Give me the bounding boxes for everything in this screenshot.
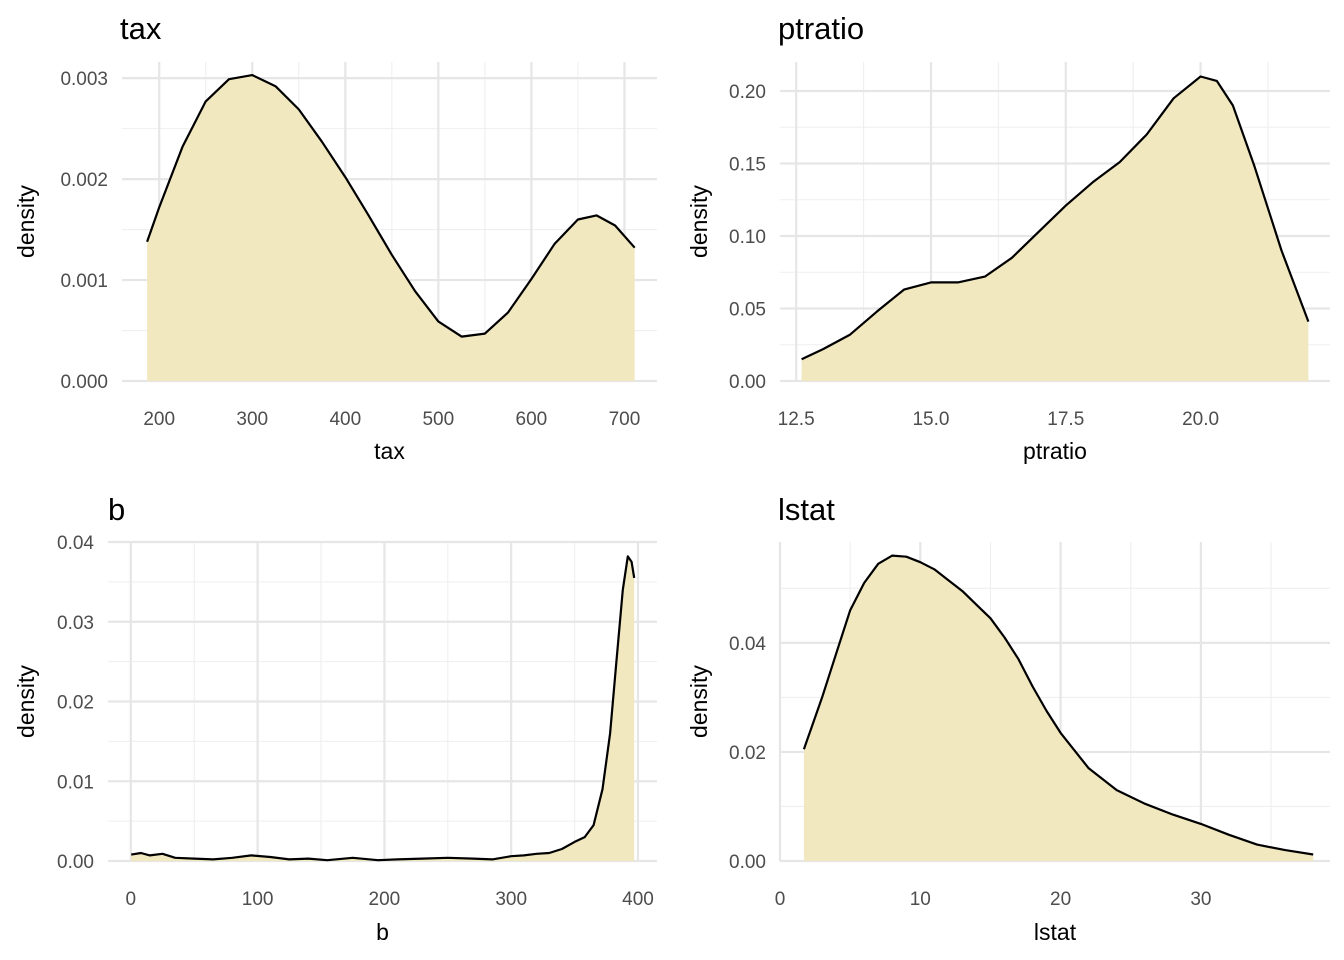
- density-curve: [146, 74, 636, 338]
- x-tick-label: 700: [609, 409, 641, 430]
- y-tick-label: 0.02: [57, 693, 94, 714]
- x-tick-label: 300: [495, 889, 527, 910]
- x-tick-label: 0: [126, 889, 137, 910]
- gridlines: [108, 540, 657, 863]
- x-axis-title: lstat: [1034, 919, 1077, 945]
- panel-tax: 0.000 0.001 0.002 0.003 200 300 400 500 600 700 ta…: [13, 11, 657, 464]
- x-axis-title: ptratio: [1023, 438, 1087, 464]
- panel-title: b: [108, 492, 125, 527]
- x-tick-label: 200: [143, 409, 175, 430]
- x-tick-label: 100: [242, 889, 274, 910]
- y-tick-label: 0.15: [729, 155, 766, 176]
- panel-b: 0.00 0.01 0.02 0.03 0.04 0 100 200 300 400 b b densi…: [13, 492, 657, 945]
- y-tick-label: 0.00: [729, 852, 766, 873]
- x-tick-label: 400: [329, 409, 361, 430]
- density-curve: [131, 555, 636, 862]
- y-tick-label: 0.001: [60, 271, 108, 292]
- y-tick-label: 0.000: [60, 372, 108, 393]
- x-axis-title: tax: [374, 438, 405, 464]
- density-area: [147, 75, 635, 381]
- y-tick-label: 0.003: [60, 69, 108, 90]
- x-tick-label: 12.5: [778, 409, 815, 430]
- y-tick-label: 0.002: [60, 170, 108, 191]
- panel-ptratio: 0.00 0.05 0.10 0.15 0.20 12.5 15.0 17.5 20.0 ptra…: [686, 11, 1330, 464]
- panel-title: lstat: [778, 492, 835, 527]
- density-curve: [802, 554, 1314, 856]
- y-axis-title: density: [13, 665, 39, 738]
- y-tick-label: 0.05: [729, 300, 766, 321]
- x-tick-label: 20: [1050, 889, 1071, 910]
- density-curve: [801, 75, 1310, 361]
- x-tick-label: 30: [1190, 889, 1211, 910]
- panel-title: tax: [120, 11, 162, 46]
- x-axis-title: b: [376, 919, 389, 945]
- x-tick-label: 17.5: [1047, 409, 1084, 430]
- x-tick-label: 20.0: [1182, 409, 1219, 430]
- y-tick-label: 0.03: [57, 613, 94, 634]
- y-tick-label: 0.20: [729, 82, 766, 103]
- y-tick-label: 0.04: [729, 634, 766, 655]
- x-tick-label: 0: [775, 889, 786, 910]
- panel-title: ptratio: [778, 11, 864, 46]
- x-tick-label: 500: [422, 409, 454, 430]
- y-axis-title: density: [13, 185, 39, 258]
- y-axis-title: density: [686, 665, 712, 738]
- density-area: [803, 555, 1314, 861]
- y-tick-label: 0.00: [57, 852, 94, 873]
- x-tick-label: 200: [369, 889, 401, 910]
- density-area: [131, 556, 635, 861]
- y-tick-label: 0.02: [729, 743, 766, 764]
- x-tick-label: 600: [516, 409, 548, 430]
- y-tick-label: 0.01: [57, 772, 94, 793]
- x-tick-label: 15.0: [912, 409, 949, 430]
- x-tick-label: 400: [622, 889, 654, 910]
- density-area: [801, 76, 1309, 381]
- y-tick-label: 0.04: [57, 533, 94, 554]
- y-axis-title: density: [686, 185, 712, 258]
- y-tick-label: 0.10: [729, 227, 766, 248]
- y-tick-label: 0.00: [729, 372, 766, 393]
- x-tick-label: 10: [910, 889, 931, 910]
- x-tick-label: 300: [236, 409, 268, 430]
- panel-lstat: 0.00 0.02 0.04 0 10 20 30 lstat lstat density: [686, 492, 1330, 945]
